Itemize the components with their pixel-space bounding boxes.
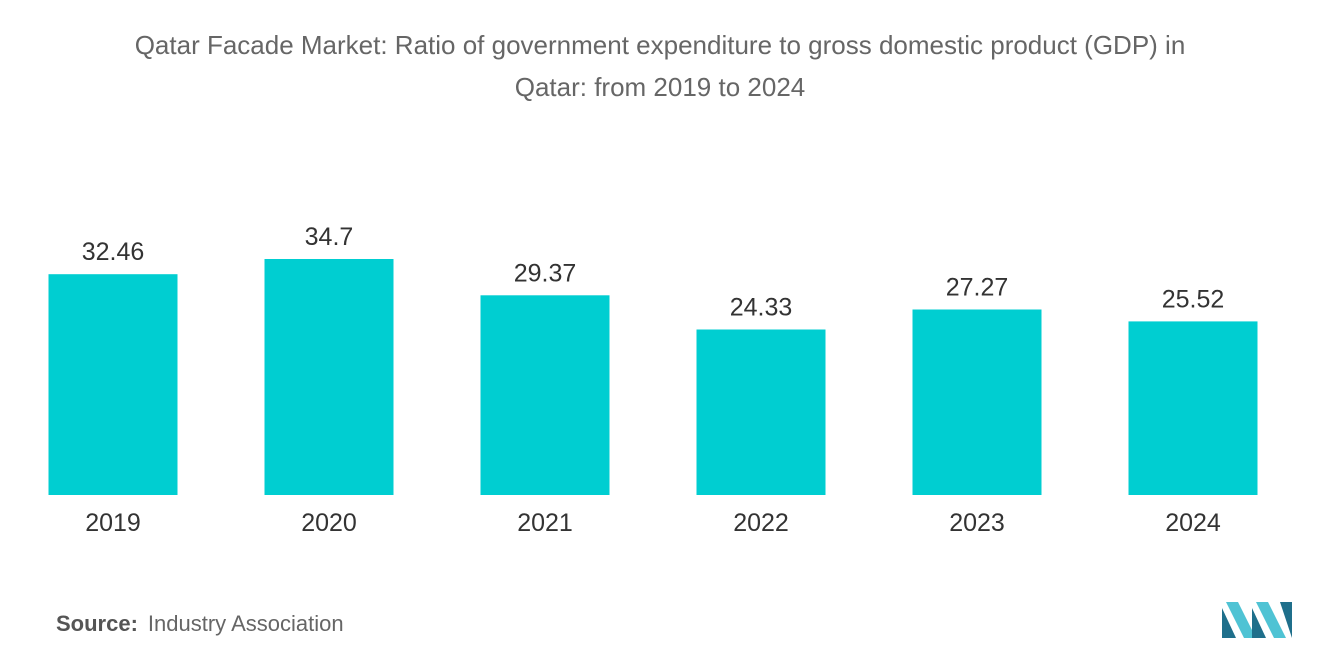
value-label-2023: 27.27	[946, 274, 1009, 302]
bar-2023	[912, 309, 1042, 495]
x-tick-label-2020: 2020	[301, 509, 357, 537]
bar-2022	[696, 329, 826, 495]
value-label-2024: 25.52	[1162, 285, 1225, 313]
bar-2019	[48, 274, 178, 495]
value-label-2019: 32.46	[82, 238, 145, 266]
chart-title-line-2: Qatar: from 2019 to 2024	[514, 72, 806, 102]
source-text: Industry Association	[147, 611, 344, 636]
source-note: Source: Industry Association	[56, 611, 344, 637]
bar-2024	[1128, 321, 1258, 495]
mordor-logo-icon	[1222, 602, 1292, 638]
chart-title: Qatar Facade Market: Ratio of government…	[0, 24, 1320, 108]
x-tick-label-2021: 2021	[517, 509, 573, 537]
x-tick-label-2024: 2024	[1165, 509, 1221, 537]
x-tick-label-2019: 2019	[85, 509, 141, 537]
x-tick-label-2023: 2023	[949, 509, 1005, 537]
chart-title-line-1: Qatar Facade Market: Ratio of government…	[134, 30, 1186, 60]
source-label: Source:	[56, 611, 138, 636]
bar-chart: 32.46 2019 34.7 2020 29.37 2021 24.33 2022 27.27…	[48, 223, 1258, 537]
value-label-2020: 34.7	[305, 223, 354, 251]
value-label-2021: 29.37	[514, 259, 577, 287]
bar-2020	[264, 259, 394, 495]
value-label-2022: 24.33	[730, 294, 793, 322]
x-tick-label-2022: 2022	[733, 509, 789, 537]
bar-2021	[480, 295, 610, 495]
